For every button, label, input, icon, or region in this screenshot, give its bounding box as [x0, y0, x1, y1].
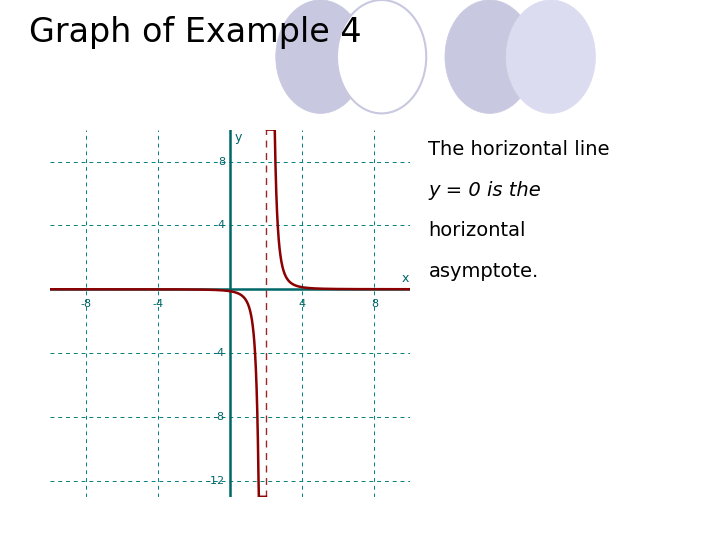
Text: -4: -4: [153, 299, 164, 309]
Text: y = 0 is the: y = 0 is the: [428, 181, 541, 200]
Text: -4: -4: [214, 348, 225, 358]
Text: The horizontal line: The horizontal line: [428, 140, 610, 159]
Text: 4: 4: [299, 299, 306, 309]
Text: -12: -12: [207, 476, 225, 486]
Text: y: y: [235, 131, 242, 144]
Text: x: x: [401, 272, 409, 285]
Text: -8: -8: [81, 299, 92, 309]
Text: 8: 8: [371, 299, 378, 309]
Text: horizontal: horizontal: [428, 221, 526, 240]
Text: -8: -8: [214, 412, 225, 422]
Text: 4: 4: [218, 220, 225, 231]
Text: asymptote.: asymptote.: [428, 262, 539, 281]
Text: 8: 8: [218, 157, 225, 166]
Text: Graph of Example 4: Graph of Example 4: [29, 16, 361, 49]
